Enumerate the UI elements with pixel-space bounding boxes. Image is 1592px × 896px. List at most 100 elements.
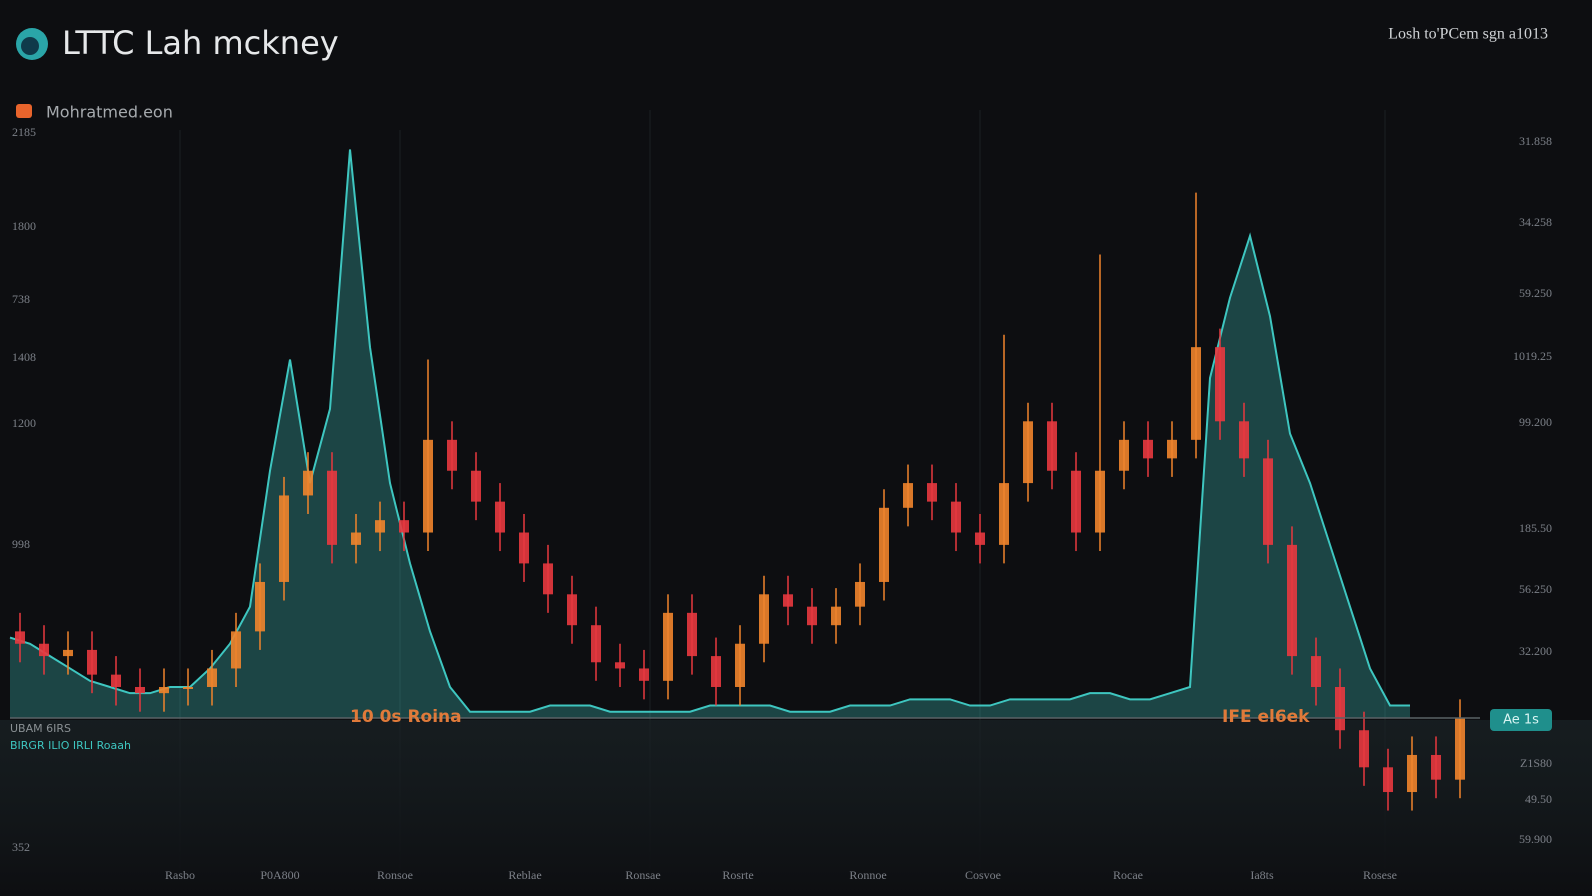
candle-body: [1023, 421, 1033, 484]
candle-body: [567, 594, 577, 626]
candle-body: [1455, 717, 1465, 780]
right-axis-label: 34.258: [1519, 215, 1552, 229]
annotation: 10 0s Roina: [350, 707, 462, 727]
candle-body: [447, 439, 457, 471]
candle-body: [111, 674, 121, 687]
pane-label: BIRGR ILIO IRLI Roaah: [10, 739, 131, 752]
left-axis-label: 1800: [12, 219, 36, 233]
left-axis-label: 1408: [12, 350, 36, 364]
area-line: [9, 149, 1410, 713]
x-axis-label: Ronsoe: [377, 868, 413, 882]
candle-body: [1287, 544, 1297, 657]
right-axis-label: 49.50: [1525, 792, 1552, 806]
left-axis-label: 1200: [12, 416, 36, 430]
candle-body: [951, 501, 961, 533]
candle-body: [1359, 730, 1369, 768]
area-fill: [10, 149, 1410, 718]
candle-body: [399, 520, 409, 533]
candle-body: [495, 501, 505, 533]
candle-body: [135, 686, 145, 694]
candle-body: [711, 656, 721, 687]
candle-body: [687, 612, 697, 657]
price-badge: [1490, 709, 1552, 731]
candle-body: [807, 606, 817, 626]
left-axis-label: 738: [12, 292, 30, 306]
left-axis-label: 352: [12, 840, 30, 854]
annotation: IFE el6ek: [1222, 707, 1310, 727]
right-axis-label: 31.858: [1519, 134, 1552, 148]
candle-body: [639, 668, 649, 681]
candle-body: [903, 483, 913, 508]
left-axis-label: 998: [12, 537, 30, 551]
right-axis-label: 59.250: [1519, 286, 1552, 300]
candle-body: [327, 470, 337, 545]
candle-body: [1047, 421, 1057, 471]
x-axis-label: Rosese: [1363, 868, 1397, 882]
candle-body: [663, 612, 673, 681]
candle-body: [831, 606, 841, 626]
candle-body: [879, 507, 889, 582]
legend-label: Mohratmed.eon: [46, 103, 173, 122]
logo-inner: [21, 37, 39, 55]
legend-icon: [16, 104, 32, 118]
candle-body: [375, 520, 385, 533]
left-axis-label: 2185: [12, 125, 36, 139]
candle-body: [615, 662, 625, 669]
candle-body: [1119, 439, 1129, 471]
x-axis-label: Rosrte: [722, 868, 753, 882]
candle-body: [183, 686, 193, 689]
x-axis-label: Cosvoe: [965, 868, 1001, 882]
candle-body: [1095, 470, 1105, 533]
candle-body: [63, 649, 73, 657]
candle-body: [543, 563, 553, 595]
candle-body: [1431, 754, 1441, 780]
right-axis-label: 59.900: [1519, 832, 1552, 846]
candle-body: [975, 532, 985, 545]
x-axis-label: Ia8ts: [1250, 868, 1274, 882]
candle-body: [1335, 686, 1345, 731]
right-axis-label: 32.200: [1519, 644, 1552, 658]
right-axis-label: 1019.25: [1513, 349, 1552, 363]
right-axis-label: 99.200: [1519, 415, 1552, 429]
right-axis-label: 185.50: [1519, 521, 1552, 535]
candle-body: [471, 470, 481, 502]
candle-body: [255, 581, 265, 632]
right-axis-label: 56.250: [1519, 582, 1552, 596]
status: Losh to'PCem sgn a1013: [1388, 26, 1548, 43]
candle-body: [303, 470, 313, 496]
candle-body: [591, 625, 601, 663]
lower-pane: [0, 720, 1592, 896]
candle-body: [1311, 656, 1321, 687]
candle-body: [423, 439, 433, 533]
x-axis-label: Rocae: [1113, 868, 1143, 882]
right-axis-label: Z1S80: [1520, 756, 1552, 770]
x-axis-label: Ronnoe: [849, 868, 886, 882]
candle-body: [735, 643, 745, 687]
candle-body: [231, 631, 241, 669]
candle-body: [87, 649, 97, 675]
price-badge-label: Ae 1s: [1503, 713, 1539, 728]
candle-body: [1167, 439, 1177, 459]
title: LTTC Lah mckney: [62, 24, 339, 62]
candle-body: [1383, 767, 1393, 793]
candle-body: [783, 594, 793, 607]
candle-body: [207, 668, 217, 687]
candle-body: [15, 631, 25, 644]
pane-label: UBAM 6IRS: [10, 722, 71, 735]
candle-body: [999, 483, 1009, 545]
x-axis-label: Ronsae: [625, 868, 660, 882]
candle-body: [927, 483, 937, 502]
candle-body: [1071, 470, 1081, 533]
plot: [9, 149, 1465, 811]
candle-body: [1191, 347, 1201, 440]
candle-body: [1215, 347, 1225, 422]
candle-body: [351, 532, 361, 545]
candle-body: [39, 643, 49, 657]
candle-body: [519, 532, 529, 564]
candle-body: [159, 686, 169, 694]
x-axis-label: Reblae: [508, 868, 541, 882]
candle-body: [1263, 458, 1273, 545]
candle-body: [759, 594, 769, 644]
